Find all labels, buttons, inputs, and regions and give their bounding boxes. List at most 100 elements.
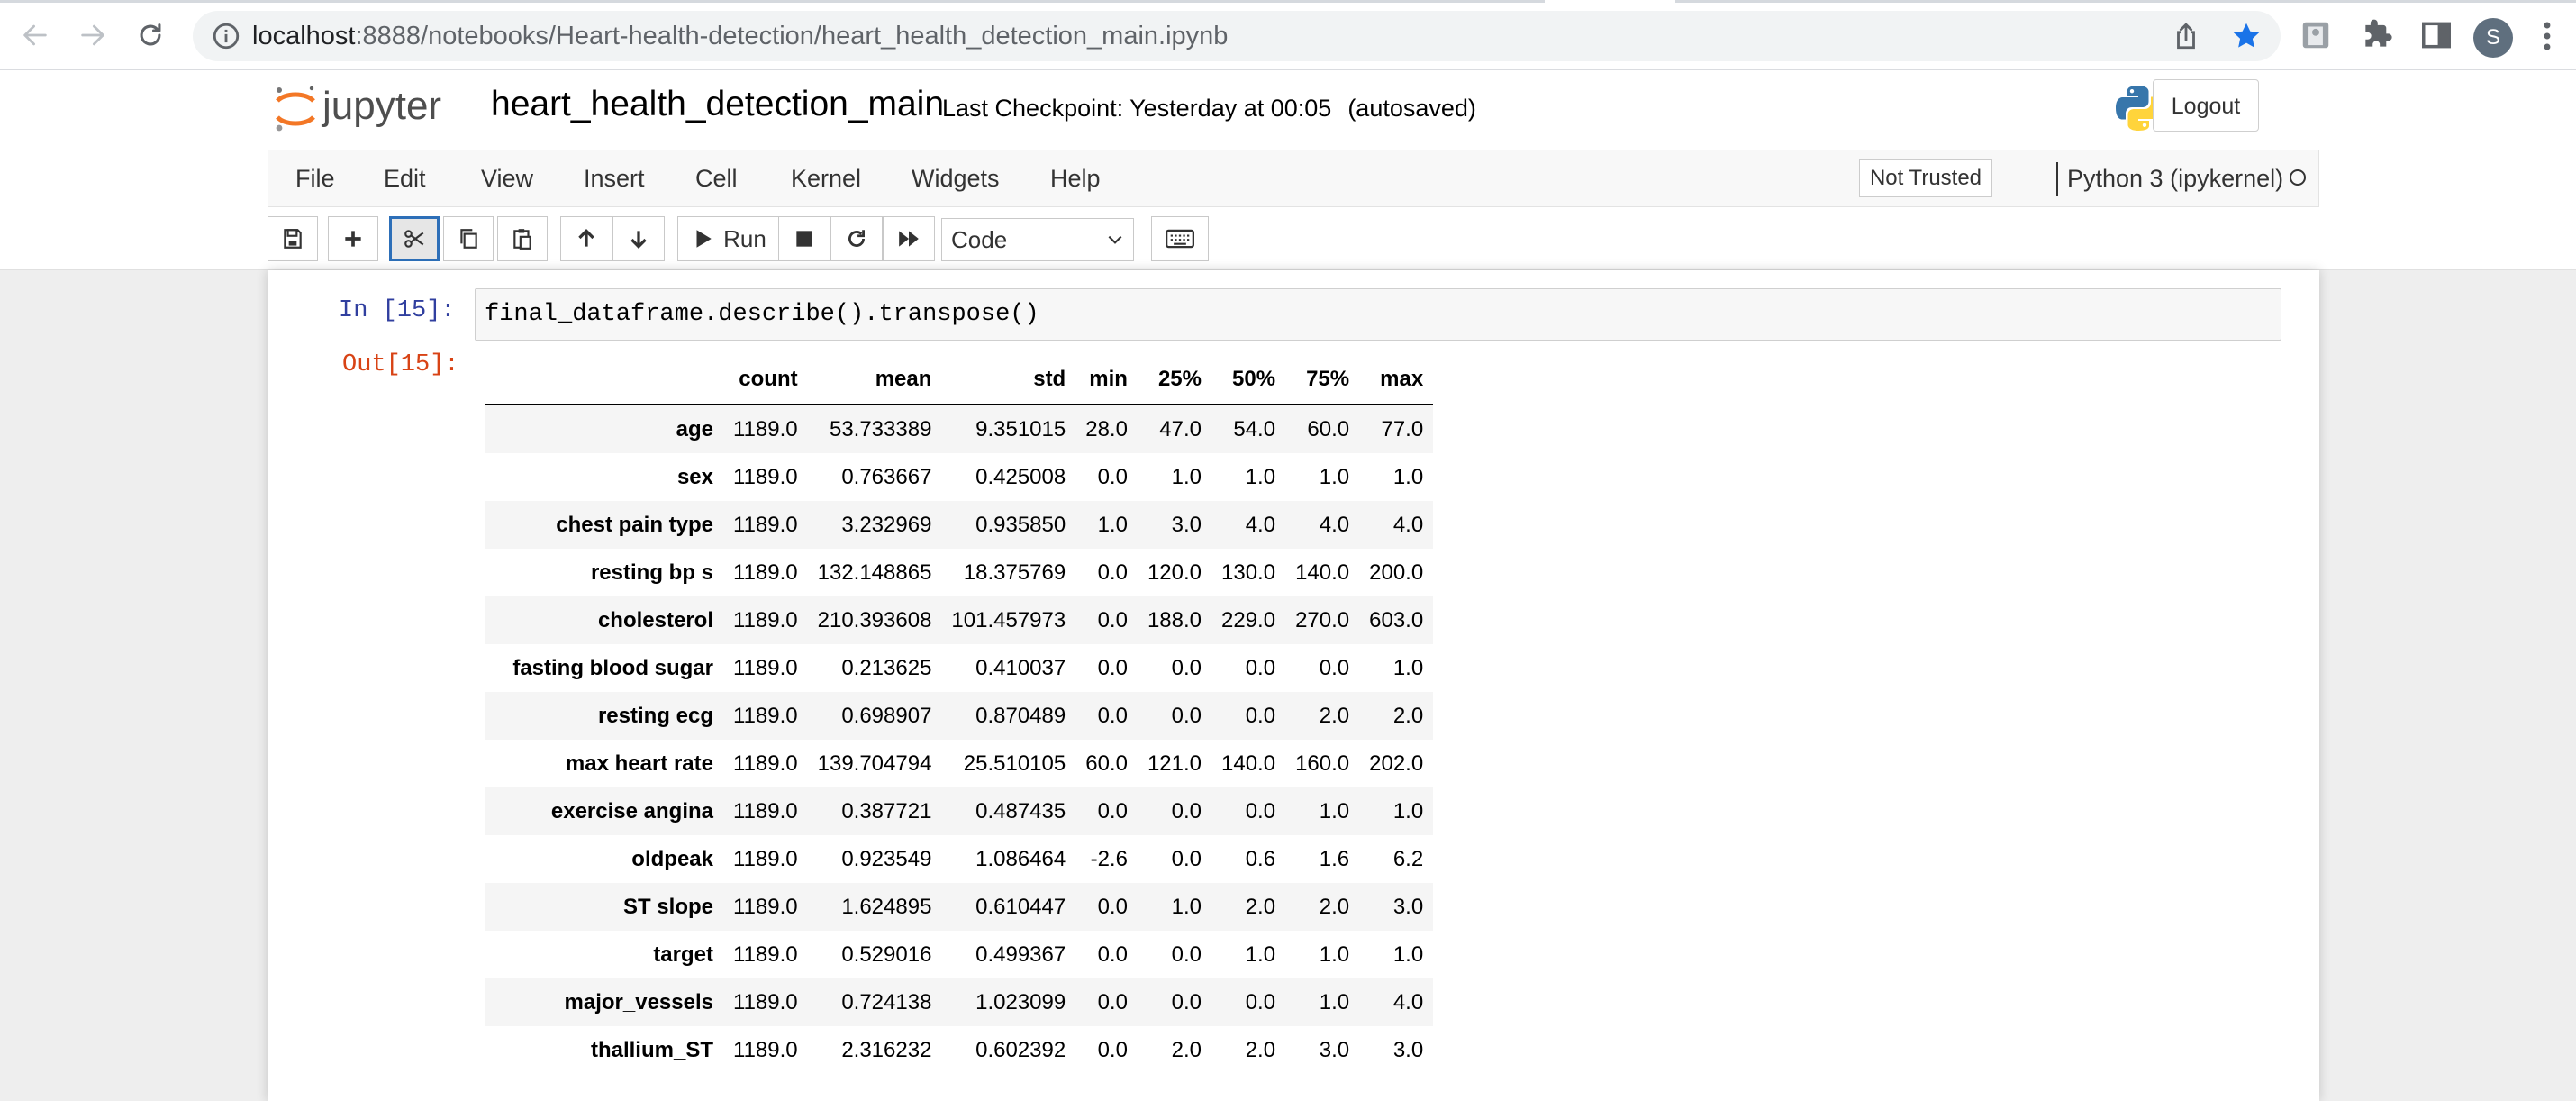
column-header: 75% bbox=[1285, 355, 1360, 405]
code-text[interactable]: final_dataframe.describe().transpose() bbox=[485, 301, 1039, 328]
row-label: age bbox=[676, 416, 713, 441]
fast-forward-icon bbox=[899, 231, 919, 247]
checkpoint-status: Last Checkpoint: Yesterday at 00:05 (auto… bbox=[942, 90, 1476, 126]
paste-icon bbox=[513, 229, 531, 250]
arrow-up-icon bbox=[578, 229, 594, 247]
run-button[interactable]: Run bbox=[677, 216, 780, 261]
save-button[interactable] bbox=[268, 216, 318, 261]
insert-cell-button[interactable] bbox=[328, 216, 378, 261]
menu-view[interactable]: View bbox=[481, 165, 534, 192]
row-label: max heart rate bbox=[565, 751, 713, 776]
jupyter-logo-text: jupyter bbox=[321, 84, 441, 128]
puzzle-icon[interactable] bbox=[2360, 18, 2394, 52]
table-cell: 0.0 bbox=[1171, 846, 1202, 871]
table-cell: 0.0 bbox=[1245, 798, 1276, 823]
table-cell: 0.0 bbox=[1097, 560, 1128, 585]
extension-icon[interactable] bbox=[2299, 18, 2333, 52]
kernel-name[interactable]: Python 3 (ipykernel) bbox=[2067, 165, 2284, 192]
restart-button[interactable] bbox=[830, 216, 883, 261]
row-label: oldpeak bbox=[631, 846, 713, 871]
table-cell: 130.0 bbox=[1221, 560, 1276, 585]
table-cell: 1189.0 bbox=[733, 751, 798, 776]
run-label: Run bbox=[723, 224, 766, 252]
table-cell: 270.0 bbox=[1295, 607, 1350, 632]
table-row: thallium_ST 1189.0 2.316232 0.602392 0.0 2.0 2… bbox=[485, 1026, 1433, 1074]
menu-icon[interactable] bbox=[2538, 20, 2556, 52]
notebook-name[interactable]: heart_health_detection_main bbox=[491, 85, 945, 123]
profile-avatar[interactable]: S bbox=[2473, 18, 2513, 58]
menu-help[interactable]: Help bbox=[1050, 165, 1101, 192]
table-cell: 3.0 bbox=[1392, 894, 1424, 919]
table-cell: 0.499367 bbox=[975, 942, 1066, 967]
table-header-row: count mean std min 25% 50% 75% max bbox=[485, 355, 1434, 405]
table-cell: 1.023099 bbox=[975, 989, 1066, 1015]
interrupt-button[interactable] bbox=[778, 216, 830, 261]
play-icon bbox=[696, 230, 712, 248]
info-icon[interactable] bbox=[211, 21, 241, 51]
table-cell: 1189.0 bbox=[733, 1037, 798, 1062]
table-cell: 3.0 bbox=[1171, 512, 1202, 537]
table-cell: 1.0 bbox=[1392, 655, 1424, 680]
save-icon bbox=[284, 229, 302, 249]
table-row: major_vessels 1189.0 0.724138 1.023099 0.0 0.… bbox=[485, 978, 1434, 1026]
table-cell: -2.6 bbox=[1090, 846, 1128, 871]
table-cell: 200.0 bbox=[1369, 560, 1424, 585]
url-text[interactable]: localhost:8888/notebooks/Heart-health-de… bbox=[252, 11, 1228, 61]
table-cell: 2.0 bbox=[1171, 1037, 1202, 1062]
menu-file[interactable]: File bbox=[295, 165, 335, 192]
side-panel-icon[interactable] bbox=[2419, 18, 2454, 52]
table-cell: 3.0 bbox=[1319, 1037, 1350, 1062]
table-cell: 1189.0 bbox=[733, 703, 798, 728]
table-cell: 1.624895 bbox=[841, 894, 932, 919]
table-cell: 47.0 bbox=[1159, 416, 1202, 441]
table-cell: 18.375769 bbox=[963, 560, 1066, 585]
table-cell: 60.0 bbox=[1085, 751, 1128, 776]
arrow-down-icon bbox=[630, 231, 647, 249]
table-cell: 0.0 bbox=[1319, 655, 1350, 680]
table-cell: 188.0 bbox=[1147, 607, 1202, 632]
share-icon[interactable] bbox=[2171, 21, 2201, 51]
output-prompt: Out[15]: bbox=[342, 351, 459, 378]
row-label: fasting blood sugar bbox=[512, 655, 713, 680]
copy-button[interactable] bbox=[443, 216, 494, 261]
cut-button[interactable] bbox=[389, 216, 440, 261]
table-row: ST slope 1189.0 1.624895 0.610447 0.0 1.0 2.0 2… bbox=[485, 883, 1434, 931]
table-cell: 1189.0 bbox=[733, 798, 798, 823]
table-cell: 1189.0 bbox=[733, 989, 798, 1015]
paste-button[interactable] bbox=[497, 216, 548, 261]
table-cell: 2.0 bbox=[1319, 894, 1350, 919]
table-cell: 0.0 bbox=[1097, 607, 1128, 632]
forward-button[interactable] bbox=[70, 13, 115, 58]
menu-edit[interactable]: Edit bbox=[384, 165, 426, 192]
table-cell: 0.0 bbox=[1097, 989, 1128, 1015]
restart-run-all-button[interactable] bbox=[883, 216, 935, 261]
table-cell: 139.704794 bbox=[817, 751, 932, 776]
table-cell: 0.698907 bbox=[841, 703, 932, 728]
back-button[interactable] bbox=[13, 13, 58, 58]
command-palette-button[interactable] bbox=[1151, 216, 1209, 261]
table-cell: 0.0 bbox=[1097, 798, 1128, 823]
move-up-button[interactable] bbox=[560, 216, 612, 261]
code-cell-input[interactable]: final_dataframe.describe().transpose() bbox=[475, 288, 2281, 341]
address-bar[interactable]: localhost:8888/notebooks/Heart-health-de… bbox=[193, 11, 2281, 61]
table-row: cholesterol 1189.0 210.393608 101.457973 0.0… bbox=[485, 596, 1434, 644]
star-icon[interactable] bbox=[2230, 20, 2263, 52]
menu-kernel[interactable]: Kernel bbox=[791, 165, 862, 192]
move-down-button[interactable] bbox=[612, 216, 665, 261]
menu-widgets[interactable]: Widgets bbox=[912, 165, 1000, 192]
table-cell: 1.0 bbox=[1392, 942, 1424, 967]
table-cell: 0.0 bbox=[1245, 655, 1276, 680]
table-cell: 1.0 bbox=[1245, 464, 1276, 489]
table-cell: 0.724138 bbox=[841, 989, 932, 1015]
trust-button[interactable]: Not Trusted bbox=[1859, 159, 1992, 197]
table-cell: 1189.0 bbox=[733, 464, 798, 489]
logout-button[interactable]: Logout bbox=[2153, 79, 2259, 132]
cell-type-select[interactable]: Code bbox=[941, 218, 1134, 261]
menu-insert[interactable]: Insert bbox=[584, 165, 645, 192]
menu-cell[interactable]: Cell bbox=[695, 165, 738, 192]
table-cell: 140.0 bbox=[1295, 560, 1350, 585]
scissors-icon bbox=[404, 230, 424, 248]
reload-button[interactable] bbox=[128, 13, 173, 58]
table-row: resting ecg 1189.0 0.698907 0.870489 0.0 0.0 0… bbox=[485, 692, 1434, 740]
jupyter-logo[interactable]: jupyter bbox=[272, 83, 465, 133]
